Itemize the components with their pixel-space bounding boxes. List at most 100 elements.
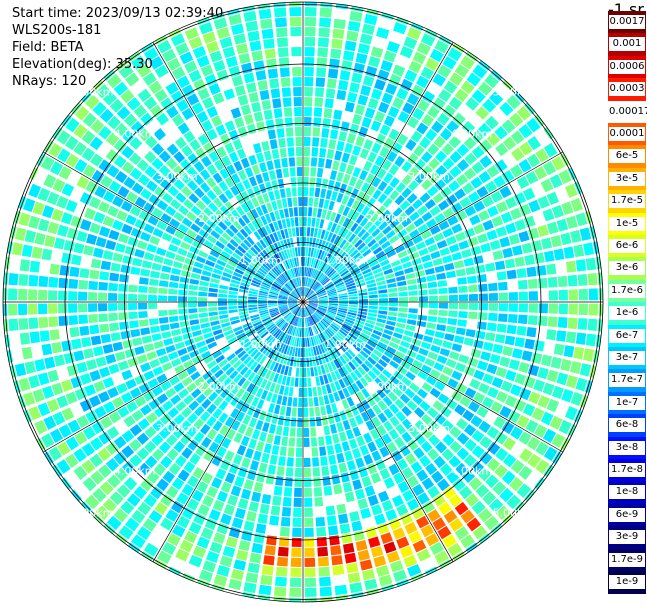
range-gate-2003 [240,391,250,402]
range-gate-2314 [161,362,173,372]
range-gate-1516 [339,410,348,421]
range-gate-2870 [257,269,266,277]
range-gate-2514 [98,313,108,323]
range-gate-3216 [273,221,280,231]
range-gate-2790 [198,250,209,259]
range-gate-674 [523,215,536,228]
range-gate-2205 [202,370,213,381]
range-gate-108 [338,79,349,91]
range-gate-1854 [286,345,291,356]
range-gate-2195 [290,305,299,312]
range-gate-270 [360,182,370,193]
range-gate-2171 [252,337,262,346]
range-gate-2473 [238,308,248,312]
range-gate-3169 [220,133,231,145]
range-gate-2322 [88,395,102,408]
range-gate-24 [304,47,315,57]
range-gate-28 [304,7,317,17]
range-gate-700 [518,230,530,243]
range-gate-2716 [66,227,79,240]
range-gate-255 [416,42,431,56]
range-gate-1566 [308,327,312,337]
range-gate-2583 [278,299,288,302]
range-gate-2158 [129,454,143,468]
range-gate-894 [478,312,488,321]
range-gate-2962 [240,242,249,251]
range-gate-1089 [379,337,390,345]
range-gate-1226 [344,337,354,346]
range-gate-296 [351,211,360,222]
range-gate-1728 [291,537,302,547]
range-gate-2220 [81,459,96,474]
range-gate-229 [309,279,315,288]
range-gate-3075 [253,230,262,241]
range-gate-1919 [256,399,265,410]
range-gate-3312 [261,99,272,111]
range-gate-930 [556,330,567,342]
range-gate-450 [478,122,492,137]
range-gate-2796 [143,223,155,234]
range-gate-906 [597,319,603,332]
range-gate-871 [528,303,538,313]
range-gate-2487 [99,323,110,333]
range-gate-2193 [82,476,97,492]
range-gate-1806 [271,444,280,455]
range-gate-96 [315,218,321,228]
range-gate-421 [448,135,462,149]
range-gate-2428 [132,337,143,347]
range-gate-396 [465,97,480,111]
range-gate-1652 [306,357,310,367]
range-gate-1836 [261,452,270,464]
azimuth-spoke-150 [302,301,454,562]
range-gate-3198 [232,139,243,150]
range-gate-618 [540,178,554,193]
range-gate-1278 [307,306,314,314]
range-gate-3341 [270,88,281,99]
range-gate-2094 [186,426,198,438]
range-gate-1456 [326,352,333,362]
range-gate-2345 [121,369,133,381]
range-gate-641 [482,219,494,231]
range-gate-2168 [275,318,284,326]
range-gate-1410 [386,441,398,454]
range-gate-2645 [209,282,219,289]
range-gate-1620 [349,582,363,594]
range-gate-1841 [248,501,259,513]
range-gate-163 [352,113,363,125]
range-gate-2688 [53,237,65,250]
range-gate-1417 [422,500,436,514]
range-gate-806 [448,286,458,294]
range-gate-2995 [215,209,225,220]
range-gate-2998 [194,187,205,199]
range-gate-2070 [156,478,170,492]
range-gate-1648 [303,307,305,317]
range-gate-1580 [338,462,348,473]
range-gate-1416 [417,492,430,505]
range-gate-2118 [222,377,232,387]
range-gate-2517 [68,315,79,326]
range-gate-691 [432,258,443,266]
range-gate-2109 [285,313,293,321]
range-gate-505 [479,155,493,169]
range-gate-1775 [282,426,290,437]
range-gate-2610 [3,272,9,285]
range-gate-1052 [308,304,317,309]
range-gate-1911 [288,325,294,335]
range-gate-516 [340,269,349,277]
range-gate-432 [342,256,352,265]
range-gate-2233 [165,387,177,399]
range-gate-2929 [260,265,269,273]
range-gate-1425 [310,315,316,325]
range-gate-2369 [146,351,158,361]
range-gate-443 [428,171,440,184]
range-gate-3281 [253,111,264,123]
range-gate-1678 [303,327,305,337]
range-gate-3170 [215,124,227,136]
range-gate-252 [404,69,418,83]
range-gate-3146 [176,75,190,89]
range-gate-2668 [259,290,269,295]
range-gate-2589 [208,292,218,297]
range-gate-2338 [195,340,206,349]
range-gate-1241 [456,432,470,445]
range-gate-182 [336,192,344,203]
